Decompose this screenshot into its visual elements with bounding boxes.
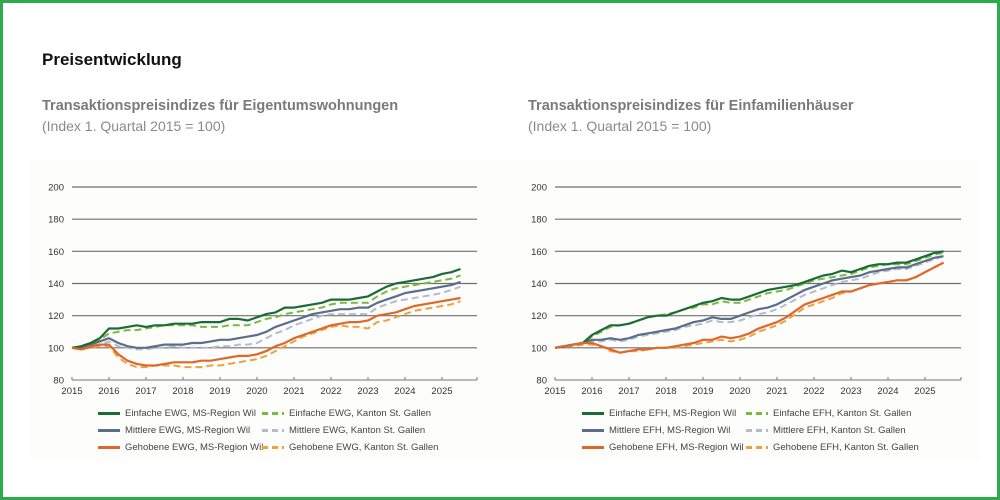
- legend-label: Gehobene EFH, Kanton St. Gallen: [773, 442, 919, 453]
- x-tick-label: 2025: [914, 386, 935, 397]
- y-tick-label: 200: [48, 183, 64, 194]
- series-line-mittlere-efh-ms-region-wil: [554, 255, 944, 349]
- legend-item: Einfache EWG, Kanton St. Gallen: [262, 408, 431, 419]
- legend-swatch: [582, 446, 604, 449]
- chart-efh: 80 100 120 140 160 180 200 2015 2016 2017 2018 2019…: [531, 183, 962, 397]
- x-tick-label: 2024: [394, 386, 415, 397]
- legend-swatch: [98, 446, 120, 449]
- legend-swatch: [582, 412, 604, 415]
- chart-ewg: 80 100 120 140 160 180 200 2015 2016 2017 2018 2019…: [48, 183, 478, 397]
- series-line-gehobene-ewg-ms-region-wil: [71, 296, 461, 367]
- series-line-mittlere-efh-kanton-st-gallen: [554, 255, 944, 349]
- chart-subtitle-efh: (Index 1. Quartal 2015 = 100): [528, 118, 712, 134]
- legend-item: Mittlere EWG, Kanton St. Gallen: [262, 425, 425, 436]
- x-tick-label: 2021: [283, 386, 304, 397]
- legend-item: Einfache EWG, MS-Region Wil: [98, 408, 256, 419]
- y-tick-label: 140: [48, 279, 64, 290]
- chart-title-ewg: Transaktionspreisindizes für Eigentumswo…: [42, 98, 399, 114]
- y-tick-label: 200: [531, 183, 547, 194]
- legend-swatch: [582, 429, 604, 432]
- legend-item: Mittlere EWG, MS-Region Wil: [98, 425, 250, 436]
- legend-item: Gehobene EWG, MS-Region Wil: [98, 442, 263, 453]
- x-tick-label: 2019: [209, 386, 230, 397]
- legend-label: Mittlere EFH, MS-Region Wil: [609, 425, 731, 436]
- y-tick-label: 140: [531, 279, 547, 290]
- x-tick-label: 2016: [581, 386, 602, 397]
- legend-item: Gehobene EWG, Kanton St. Gallen: [262, 442, 438, 453]
- legend-label: Gehobene EWG, Kanton St. Gallen: [289, 442, 439, 453]
- x-tick-label: 2022: [803, 386, 824, 397]
- series-line-einfache-ewg-ms-region-wil: [71, 267, 461, 349]
- legend-label: Einfache EFH, Kanton St. Gallen: [773, 408, 912, 419]
- legend-label: Gehobene EFH, MS-Region Wil: [609, 442, 744, 453]
- x-tick-label: 2021: [766, 386, 787, 397]
- legend-item: Mittlere EFH, MS-Region Wil: [582, 425, 730, 436]
- series-line-gehobene-ewg-kanton-st-gallen: [71, 300, 461, 369]
- series-line-gehobene-efh-ms-region-wil: [554, 261, 945, 354]
- series-line-einfache-ewg-kanton-st-gallen: [71, 274, 461, 349]
- x-tick-label: 2023: [357, 386, 378, 397]
- legend-label: Einfache EFH, MS-Region Wil: [609, 408, 737, 419]
- series-line-mittlere-ewg-kanton-st-gallen: [72, 285, 461, 351]
- x-tick-label: 2020: [246, 386, 267, 397]
- x-tick-label: 2019: [692, 386, 713, 397]
- page-title: Preisentwicklung: [42, 50, 182, 69]
- y-tick-label: 160: [531, 247, 547, 258]
- y-tick-label: 160: [48, 247, 64, 258]
- legend-swatch: [746, 412, 768, 415]
- x-tick-label: 2015: [61, 386, 82, 397]
- y-tick-label: 80: [536, 376, 547, 387]
- x-tick-label: 2016: [98, 386, 119, 397]
- y-tick-label: 80: [53, 376, 64, 387]
- x-tick-label: 2023: [840, 386, 861, 397]
- x-tick-label: 2017: [618, 386, 639, 397]
- legend-swatch: [746, 446, 768, 449]
- y-tick-label: 120: [48, 311, 64, 322]
- legend-label: Mittlere EWG, MS-Region Wil: [125, 425, 251, 436]
- legend-item: Gehobene EFH, Kanton St. Gallen: [746, 442, 919, 453]
- chart-title-efh: Transaktionspreisindizes für Einfamilien…: [528, 98, 854, 114]
- legend-label: Mittlere EWG, Kanton St. Gallen: [289, 425, 426, 436]
- legend-item: Mittlere EFH, Kanton St. Gallen: [746, 425, 906, 436]
- legend-label: Mittlere EFH, Kanton St. Gallen: [773, 425, 906, 436]
- legend-label: Einfache EWG, MS-Region Wil: [125, 408, 256, 419]
- x-tick-label: 2022: [320, 386, 341, 397]
- y-tick-label: 180: [48, 215, 64, 226]
- series-line-einfache-efh-ms-region-wil: [554, 250, 944, 349]
- x-tick-label: 2024: [877, 386, 898, 397]
- x-tick-label: 2025: [431, 386, 452, 397]
- x-tick-label: 2020: [729, 386, 750, 397]
- x-tick-label: 2018: [172, 386, 193, 397]
- y-tick-label: 100: [531, 343, 547, 354]
- legend-swatch: [746, 429, 768, 432]
- chart-panel-background: [30, 160, 980, 460]
- chart-subtitle-ewg: (Index 1. Quartal 2015 = 100): [42, 118, 226, 134]
- legend-swatch: [262, 446, 284, 449]
- legend-item: Einfache EFH, Kanton St. Gallen: [746, 408, 911, 419]
- legend-label: Einfache EWG, Kanton St. Gallen: [289, 408, 432, 419]
- x-tick-label: 2018: [655, 386, 676, 397]
- y-tick-label: 120: [531, 311, 547, 322]
- legend-swatch: [262, 429, 284, 432]
- legend-item: Einfache EFH, MS-Region Wil: [582, 408, 736, 419]
- x-tick-label: 2017: [135, 386, 156, 397]
- y-tick-label: 180: [531, 215, 547, 226]
- legend-swatch: [262, 412, 284, 415]
- legend-label: Gehobene EWG, MS-Region Wil: [125, 442, 264, 453]
- y-tick-label: 100: [48, 343, 64, 354]
- series-line-mittlere-ewg-ms-region-wil: [72, 280, 461, 349]
- x-tick-label: 2015: [544, 386, 565, 397]
- legend-item: Gehobene EFH, MS-Region Wil: [582, 442, 744, 453]
- legend-swatch: [98, 429, 120, 432]
- legend-swatch: [98, 412, 120, 415]
